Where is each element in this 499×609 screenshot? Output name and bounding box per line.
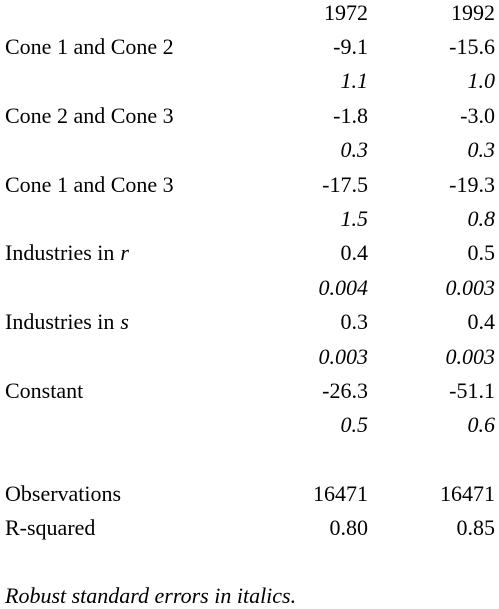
coefficient: -1.8: [333, 102, 368, 128]
standard-error: 0.3: [340, 137, 369, 163]
standard-error: 0.3: [467, 137, 496, 163]
standard-error: 1.5: [340, 206, 369, 231]
coefficient: 0.4: [340, 240, 369, 266]
standard-error: 0.5: [340, 412, 369, 438]
summary-value: 0.85: [456, 515, 496, 541]
standard-error: 0.003: [445, 343, 496, 369]
row-label: Cone 1 and Cone 3: [5, 171, 174, 197]
note: Robust standard errors in italics.: [5, 583, 297, 608]
standard-error: 0.6: [467, 412, 496, 438]
row-label: Cone 2 and Cone 3: [5, 102, 174, 128]
variable: r: [120, 240, 129, 266]
summary-label: R-squared: [5, 515, 96, 541]
summary-value: 16471: [440, 481, 495, 506]
coefficient: -17.5: [322, 171, 368, 197]
standard-error: 1.0: [467, 68, 496, 94]
row-label: Constant: [5, 378, 84, 403]
summary-value: 16471: [313, 481, 368, 506]
variable: s: [120, 309, 129, 335]
standard-error: 1.1: [340, 68, 369, 94]
coefficient: -51.1: [449, 378, 495, 403]
column-header: 1992: [451, 0, 495, 25]
coefficient: -3.0: [460, 102, 495, 128]
row-label: Industries in s: [5, 309, 129, 335]
column-header: 1972: [324, 0, 368, 25]
row-label: Cone 1 and Cone 2: [5, 34, 174, 59]
coefficient: -19.3: [449, 171, 495, 197]
row-label: Industries in r: [5, 240, 129, 266]
coefficient: -9.1: [333, 34, 368, 59]
coefficient: -26.3: [322, 378, 368, 403]
coefficient: 0.3: [340, 309, 369, 335]
standard-error: 0.003: [318, 343, 369, 369]
coefficient: 0.5: [467, 240, 496, 266]
summary-label: Observations: [5, 481, 122, 506]
standard-error: 0.8: [467, 206, 496, 231]
summary-value: 0.80: [329, 515, 369, 541]
standard-error: 0.003: [445, 274, 496, 300]
standard-error: 0.004: [318, 274, 369, 300]
coefficient: -15.6: [449, 34, 495, 59]
coefficient: 0.4: [467, 309, 496, 335]
